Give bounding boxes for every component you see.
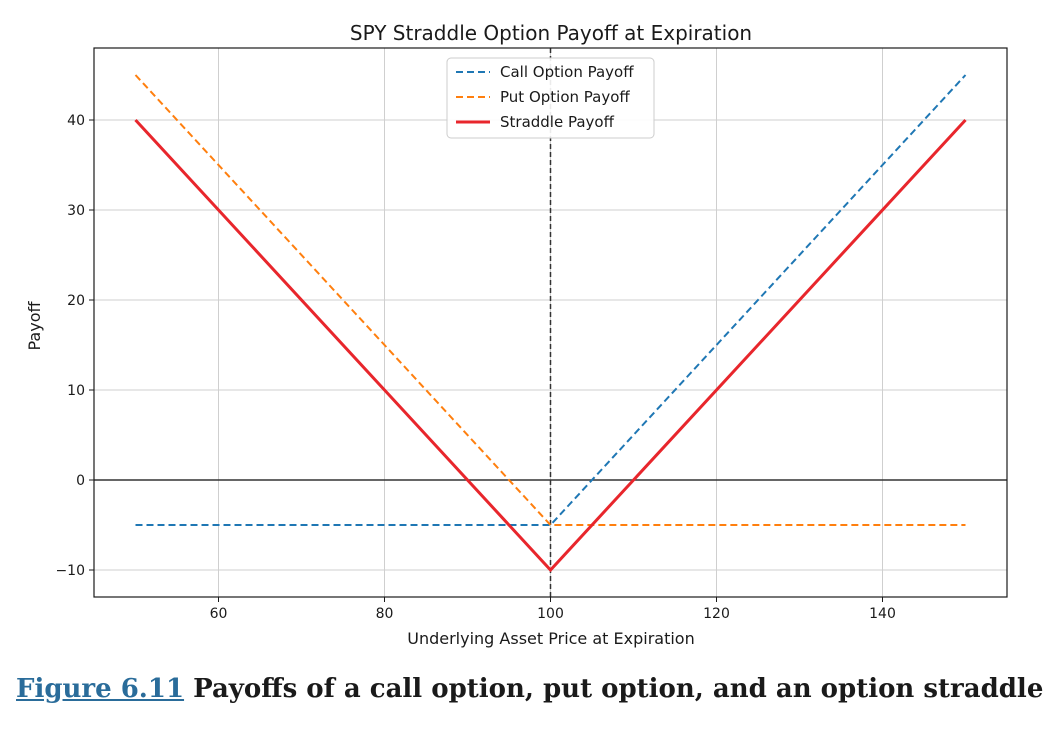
x-axis-ticks: 60 80 100 120 140: [210, 597, 896, 622]
legend-label-call-option-payoff: Call Option Payoff: [500, 63, 634, 81]
legend-label-put-option-payoff: Put Option Payoff: [500, 88, 630, 106]
y-tick-label: 30: [67, 203, 85, 219]
y-axis-label: Payoff: [25, 301, 44, 351]
put-option-payoff-line: [134, 74, 966, 526]
y-tick-label: −10: [55, 563, 85, 579]
figure-caption: Figure 6.11 Payoffs of a call option, pu…: [16, 674, 1043, 704]
caption-text: Payoffs of a call option, put option, an…: [184, 674, 1044, 704]
legend-box: [446, 57, 655, 139]
straddle-payoff-line: [134, 118, 967, 573]
series-lines: [134, 74, 967, 573]
x-tick-label: 80: [376, 606, 394, 622]
reference-lines: [94, 48, 1007, 597]
y-axis-ticks: −10 0 10 20 30 40: [55, 113, 94, 579]
call-option-payoff-line: [135, 74, 967, 526]
x-axis-label: Underlying Asset Price at Expiration: [407, 629, 694, 648]
straddle-payoff-chart: 60 80 100 120 140 −10 0 10 20 30 40 SPY Straddle …: [25, 21, 1008, 648]
x-tick-label: 120: [703, 606, 730, 622]
legend-label-straddle-payoff: Straddle Payoff: [500, 113, 615, 131]
x-tick-label: 140: [869, 606, 896, 622]
legend: Call Option Payoff Put Option Payoff Strad…: [446, 57, 655, 139]
figure-link[interactable]: Figure 6.11: [16, 674, 185, 704]
chart-title: SPY Straddle Option Payoff at Expiration: [350, 21, 752, 45]
y-tick-label: 20: [67, 293, 85, 309]
y-tick-label: 40: [67, 113, 85, 129]
y-tick-label: 0: [76, 473, 85, 489]
y-tick-label: 10: [67, 383, 85, 399]
x-tick-label: 100: [537, 606, 564, 622]
x-tick-label: 60: [210, 606, 228, 622]
